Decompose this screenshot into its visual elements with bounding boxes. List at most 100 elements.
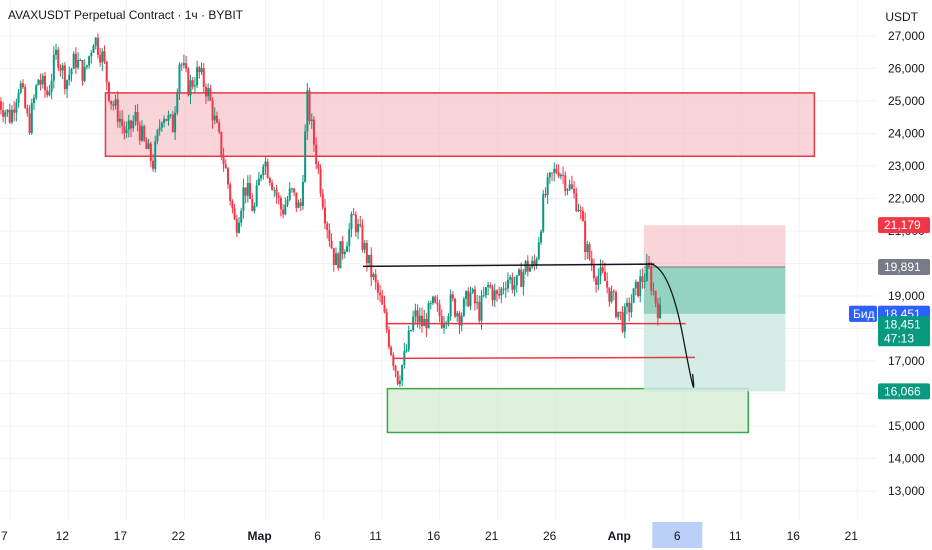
time-tick-label: 21 [485,529,499,543]
candle-body [573,188,576,194]
candle-body [15,102,18,113]
candle-body [92,45,95,53]
candle-body [57,49,60,68]
candle-body [88,56,91,66]
candle-body [79,59,82,61]
candle-body [286,199,289,206]
candle-body [500,288,503,296]
candle-body [2,109,5,117]
candle-body [603,271,606,281]
candle-body [299,202,302,207]
candle-body [59,67,62,71]
position-tool[interactable] [643,225,786,392]
candle-body [273,189,276,191]
candle-body [423,318,426,327]
projection-curve [648,263,695,388]
candle-body [473,289,476,304]
candle-body [101,51,104,63]
price-tick-label: 27,000 [888,29,925,43]
price-tag-value: 18,451 [884,317,921,331]
candle-body [581,210,584,222]
candle-body [112,104,115,106]
price-tag-value: 19,891 [884,260,921,274]
candle-body [621,312,624,332]
candle-body [339,241,342,269]
candle-body [513,285,516,290]
candle-body [224,164,227,169]
candle-body [420,315,423,327]
candle-body [637,281,640,297]
price-tick-label: 19,000 [888,289,925,303]
time-tick-label: 6 [674,529,681,543]
candle-body [645,262,648,281]
candle-body [387,329,390,348]
candle-body [174,112,177,133]
candle-body [409,330,412,332]
zones [104,92,816,434]
candle-body [94,37,97,46]
candle-body [478,302,481,321]
candle-body [586,244,589,253]
candle-body [218,122,221,132]
open-profit-area [643,267,786,314]
candle-body [502,288,505,290]
candle-body [90,52,93,57]
price-tag [878,383,930,400]
candle-body [191,80,194,87]
candle-body [526,260,529,272]
candle-body [476,302,479,304]
candle-body [652,290,655,292]
resistance-line [363,263,655,268]
candle-body [467,291,470,307]
time-tick-label: 11 [369,529,382,543]
candle-body [50,80,53,92]
candle-body [346,246,349,252]
candle-body [566,189,569,191]
candle-body [266,161,269,178]
trend-lines[interactable] [363,263,695,388]
candle-body [449,294,452,317]
candle-body [577,209,580,211]
candle-body [138,124,141,141]
candle-body [612,291,615,293]
candle-body [187,68,190,96]
candle-body [531,260,534,268]
candle-body [61,65,64,71]
currency-label: USDT [885,10,918,24]
candle-body [149,143,152,161]
candle-body [207,88,210,97]
candle-body [118,118,121,122]
time-tick-label: 22 [172,529,186,543]
candle-body [332,248,335,266]
candle-body [4,112,7,117]
candle-body [614,292,617,318]
candle-body [271,182,274,190]
candle-body [304,131,307,182]
candle-body [123,125,126,134]
price-tick-label: 14,000 [888,452,925,466]
candle-body [458,313,461,326]
candle-body [321,193,324,208]
candle-body [559,174,562,177]
candle-body [568,184,571,190]
candle-body [343,251,346,255]
candle-body [489,285,492,288]
candle-body [154,141,157,169]
candle-body [284,205,287,215]
candle-body [156,130,159,142]
candle-body [13,109,16,113]
candle-body [211,100,214,121]
candle-body [28,113,31,133]
candle-body [551,172,554,174]
candle-body [592,265,595,279]
candle-body [24,86,27,108]
candle-body [171,114,174,133]
candle-body [125,129,128,134]
candle-body [32,97,35,104]
candle-body [460,315,463,326]
candle-body [295,192,298,208]
candle-body [196,67,199,86]
candle-body [626,302,629,307]
candle-body [462,298,465,316]
